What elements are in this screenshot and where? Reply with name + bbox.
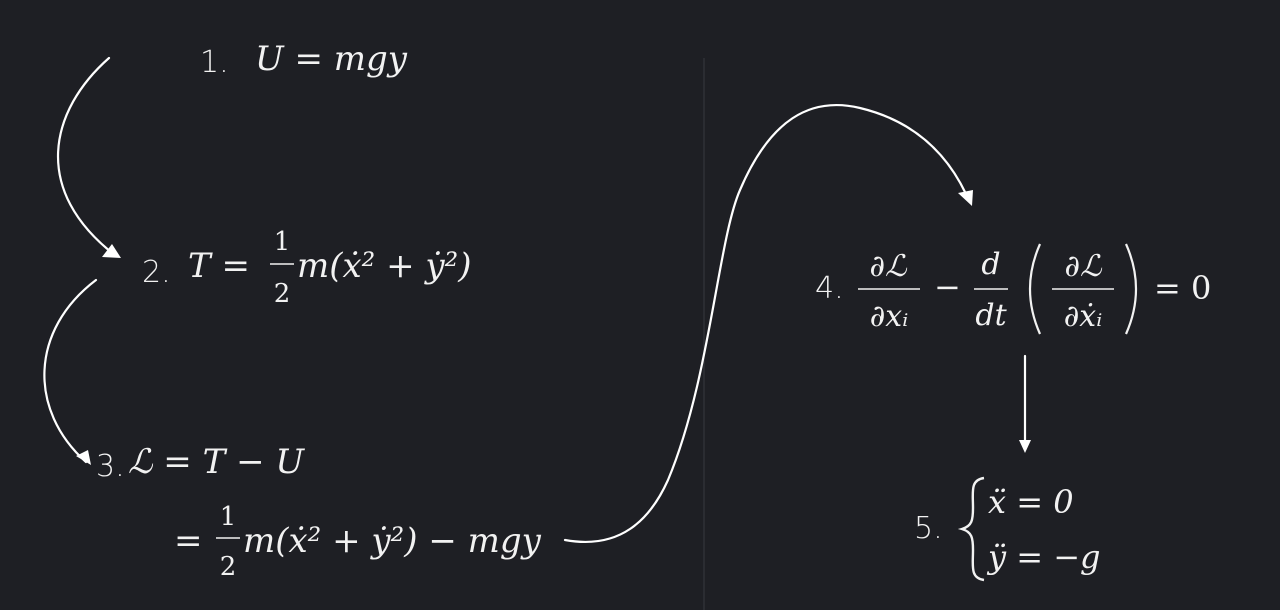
arrow-step1-to-step2-head xyxy=(102,244,121,258)
arrow-step4-to-step5-head xyxy=(1019,440,1031,453)
step-4-frac2-numerator: d xyxy=(981,247,1000,282)
step-4-frac2-denominator: dt xyxy=(975,298,1007,333)
step-5: 5. ẍ = 0 ÿ = −g xyxy=(914,476,1101,582)
step-1-formula: U = mgy xyxy=(255,39,408,79)
step-5-equation-2: ÿ = −g xyxy=(986,538,1101,576)
step-1: 1. U = mgy xyxy=(200,39,408,80)
step-4: 4. ∂ℒ ∂xᵢ − d dt ∂ℒ ∂ẋᵢ = 0 xyxy=(815,243,1211,335)
step-5-equation-1: ẍ = 0 xyxy=(988,483,1074,521)
step-4-frac1-numerator: ∂ℒ xyxy=(869,249,908,284)
step-4-right-paren xyxy=(1124,243,1138,335)
step-3-fraction-numerator: 1 xyxy=(220,502,237,532)
step-3-line-1: ℒ = T − U xyxy=(128,442,305,482)
step-3-fraction-denominator: 2 xyxy=(220,552,237,582)
step-2-rest: m(ẋ² + ẏ²) xyxy=(297,246,472,286)
step-4-number: 4. xyxy=(815,271,844,306)
step-2: 2. T = 1 2 m(ẋ² + ẏ²) xyxy=(142,227,472,309)
step-4-left-paren xyxy=(1028,243,1042,335)
step-4-rhs: = 0 xyxy=(1154,269,1211,307)
step-3-number: 3. xyxy=(96,449,125,484)
step-4-minus: − xyxy=(934,268,961,306)
step-5-number: 5. xyxy=(914,511,943,546)
step-2-number: 2. xyxy=(142,255,171,290)
step-2-lhs: T = xyxy=(188,246,250,286)
step-5-brace xyxy=(957,476,985,582)
step-1-number: 1. xyxy=(200,45,229,80)
arrow-step2-to-step3 xyxy=(43,278,98,464)
arrow-step3-to-step4 xyxy=(563,103,968,543)
step-3-rest: m(ẋ² + ẏ²) − mgy xyxy=(243,521,542,561)
step-4-frac3-denominator: ∂ẋᵢ xyxy=(1064,299,1102,334)
step-2-fraction-numerator: 1 xyxy=(274,227,291,257)
step-2-fraction-denominator: 2 xyxy=(274,279,291,309)
step-4-frac3-numerator: ∂ℒ xyxy=(1064,249,1103,284)
arrow-step2-to-step3-head xyxy=(76,450,91,465)
arrow-step1-to-step2 xyxy=(56,56,118,258)
step-4-frac1-denominator: ∂xᵢ xyxy=(870,299,908,334)
step-3: 3. ℒ = T − U = 1 2 m(ẋ² + ẏ²) − mgy xyxy=(96,442,542,582)
step-3-equals: = xyxy=(174,521,203,561)
arrow-step3-to-step4-head xyxy=(958,190,973,206)
